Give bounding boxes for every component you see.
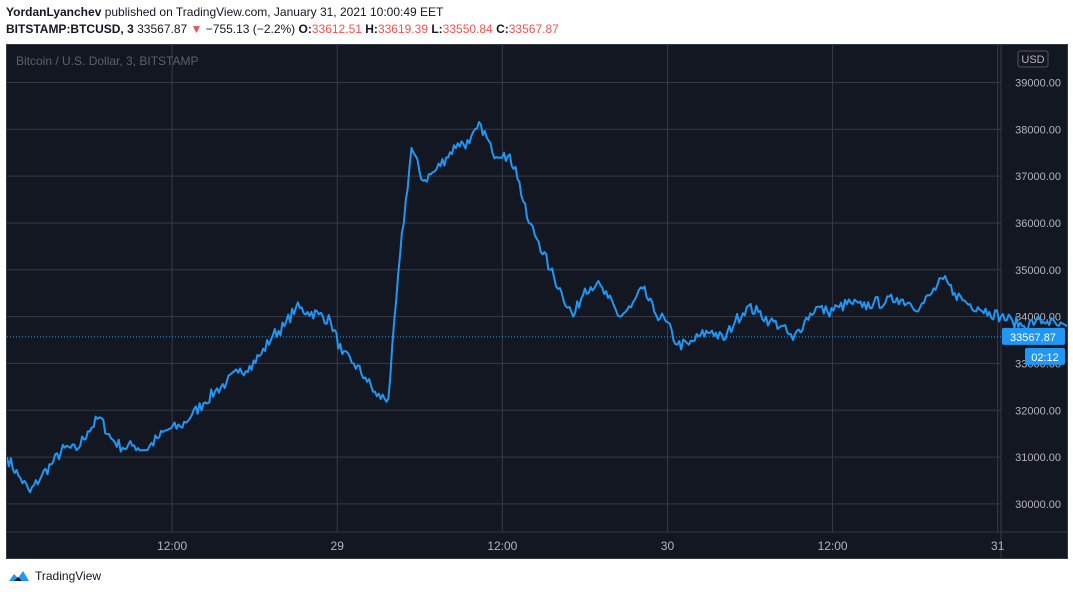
high-value: 33619.39 — [377, 22, 428, 36]
time-tick-label: 30 — [661, 539, 675, 553]
price-tick-label: 30000.00 — [1015, 499, 1061, 511]
close-label: C: — [496, 22, 509, 36]
grid-lines — [7, 45, 1067, 558]
symbol-label: BITSTAMP:BTCUSD, 3 — [6, 22, 134, 36]
price-change: −755.13 (−2.2%) — [205, 22, 296, 36]
close-value: 33567.87 — [508, 22, 559, 36]
high-label: H: — [365, 22, 378, 36]
last-price-badge — [1002, 327, 1065, 345]
chart-panel[interactable]: Bitcoin / U.S. Dollar, 3, BITSTAMP 30000… — [6, 44, 1068, 559]
tradingview-logo-icon — [9, 571, 29, 581]
price-line — [7, 121, 1067, 494]
time-tick-label: 12:00 — [487, 539, 517, 553]
countdown-badge — [1025, 347, 1065, 365]
low-value: 33550.84 — [442, 22, 493, 36]
price-tick-label: 37000.00 — [1015, 171, 1061, 183]
countdown-badge-text: 02:12 — [1031, 352, 1059, 364]
price-tick-label: 36000.00 — [1015, 218, 1061, 230]
author-name[interactable]: YordanLyanchev — [6, 5, 102, 19]
price-tick-label: 38000.00 — [1015, 124, 1061, 136]
time-tick-label: 12:00 — [818, 539, 848, 553]
publish-info: YordanLyanchev published on TradingView.… — [6, 5, 443, 19]
price-axis[interactable]: 30000.0031000.0032000.0033000.0034000.00… — [1015, 77, 1061, 510]
price-tick-label: 35000.00 — [1015, 265, 1061, 277]
down-arrow-icon: ▼ — [190, 22, 203, 36]
time-tick-label: 12:00 — [157, 539, 187, 553]
price-tick-label: 32000.00 — [1015, 405, 1061, 417]
time-axis[interactable]: 12:00 29 12:00 30 12:00 31 — [157, 539, 1005, 553]
open-value: 33612.51 — [311, 22, 362, 36]
open-label: O: — [298, 22, 312, 36]
last-price-badge-text: 33567.87 — [1010, 332, 1056, 344]
low-label: L: — [431, 22, 443, 36]
time-tick-label: 29 — [331, 539, 345, 553]
currency-label: USD — [1021, 54, 1044, 66]
footer-brand[interactable]: TradingView — [8, 569, 101, 583]
published-text: published on TradingView.com, January 31… — [101, 5, 444, 19]
footer-brand-label: TradingView — [35, 569, 102, 583]
price-tick-label: 39000.00 — [1015, 77, 1061, 89]
chart-title: Bitcoin / U.S. Dollar, 3, BITSTAMP — [16, 54, 199, 68]
price-tick-label: 31000.00 — [1015, 452, 1061, 464]
time-tick-label: 31 — [991, 539, 1005, 553]
price-chart[interactable]: Bitcoin / U.S. Dollar, 3, BITSTAMP 30000… — [7, 45, 1067, 558]
last-price: 33567.87 — [137, 22, 188, 36]
currency-box[interactable] — [1017, 50, 1049, 68]
ohlc-bar: BITSTAMP:BTCUSD, 3 33567.87 ▼ −755.13 (−… — [6, 22, 559, 36]
